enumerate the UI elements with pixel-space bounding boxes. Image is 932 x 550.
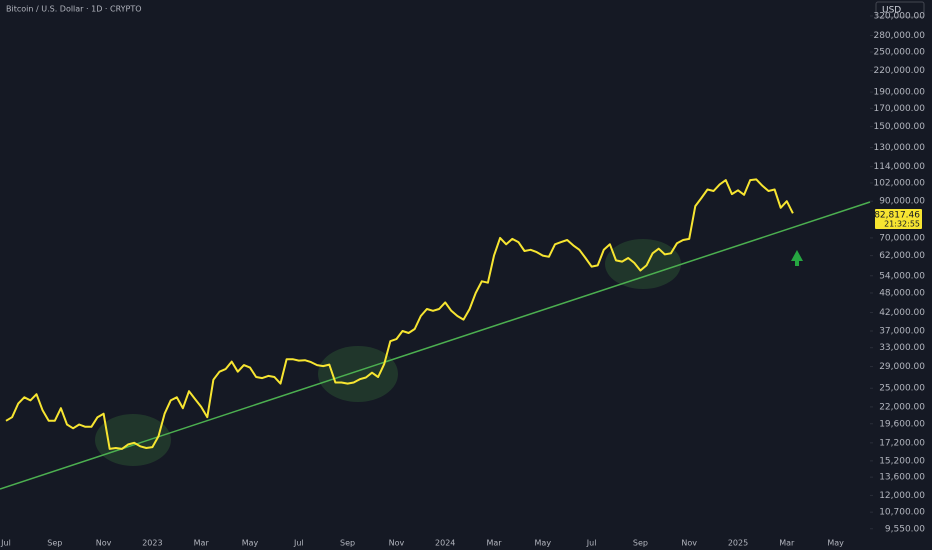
y-tick-label: 25,000.00 [879,384,925,394]
y-tick-label: 150,000.00 [873,122,925,132]
y-tick-label: 37,000.00 [879,326,925,336]
x-tick-label: Nov [681,539,697,548]
x-tick-label: Sep [340,539,355,548]
y-tick-label: 280,000.00 [873,31,925,41]
x-tick-label: Mar [779,539,795,548]
x-tick-label: Jul [586,539,597,548]
y-tick-label: 170,000.00 [873,104,925,114]
x-tick-label: 2023 [142,539,162,548]
y-tick-label: 9,550.00 [885,524,925,534]
price-line [5,178,794,450]
x-tick-label: 2024 [435,539,455,548]
y-tick-label: 12,000.00 [879,491,925,501]
y-tick-label: 15,200.00 [879,456,925,466]
x-tick-label: Nov [389,539,405,548]
y-tick-label: 29,000.00 [879,362,925,372]
y-tick-label: 13,600.00 [879,473,925,483]
y-tick-label: 220,000.00 [873,66,925,76]
x-tick-label: Jul [293,539,304,548]
last-price: 82,817.46 [874,211,920,221]
x-tick-label: May [535,539,552,548]
y-tick-label: 130,000.00 [873,143,925,153]
x-tick-label: Jul [0,539,11,548]
countdown: 21:32:55 [884,220,920,229]
highlight-zone [318,346,398,402]
y-tick-label: 22,000.00 [879,402,925,412]
trendline [0,201,871,490]
x-tick-label: May [242,539,259,548]
chart-title: Bitcoin / U.S. Dollar · 1D · CRYPTO [6,5,142,14]
x-tick-label: Nov [96,539,112,548]
x-tick-label: Sep [633,539,648,548]
y-tick-label: 320,000.00 [873,11,925,21]
up-arrow [791,250,803,266]
price-label-box [875,209,922,229]
y-tick-label: 54,000.00 [879,271,925,281]
y-tick-label: 70,000.00 [879,233,925,243]
currency[interactable]: USD [882,6,901,16]
y-tick-label: 48,000.00 [879,288,925,298]
x-tick-label: Sep [47,539,62,548]
x-tick-label: 2025 [728,539,748,548]
x-tick-label: Mar [486,539,502,548]
highlight-zone [95,414,171,466]
x-tick-label: Mar [194,539,210,548]
y-tick-label: 19,600.00 [879,419,925,429]
y-tick-label: 62,000.00 [879,251,925,261]
y-tick-label: 190,000.00 [873,88,925,98]
y-tick-label: 10,700.00 [879,508,925,518]
y-tick-label: 33,000.00 [879,343,925,353]
y-tick-label: 17,200.00 [879,438,925,448]
x-tick-label: May [827,539,844,548]
currency-box[interactable] [875,1,925,18]
y-tick-label: 250,000.00 [873,48,925,58]
y-tick-label: 90,000.00 [879,197,925,207]
y-tick-label: 102,000.00 [873,178,925,188]
y-tick-label: 114,000.00 [873,162,925,172]
plot-area [5,178,794,450]
y-tick-label: 42,000.00 [879,308,925,318]
highlight-zone [605,239,681,289]
